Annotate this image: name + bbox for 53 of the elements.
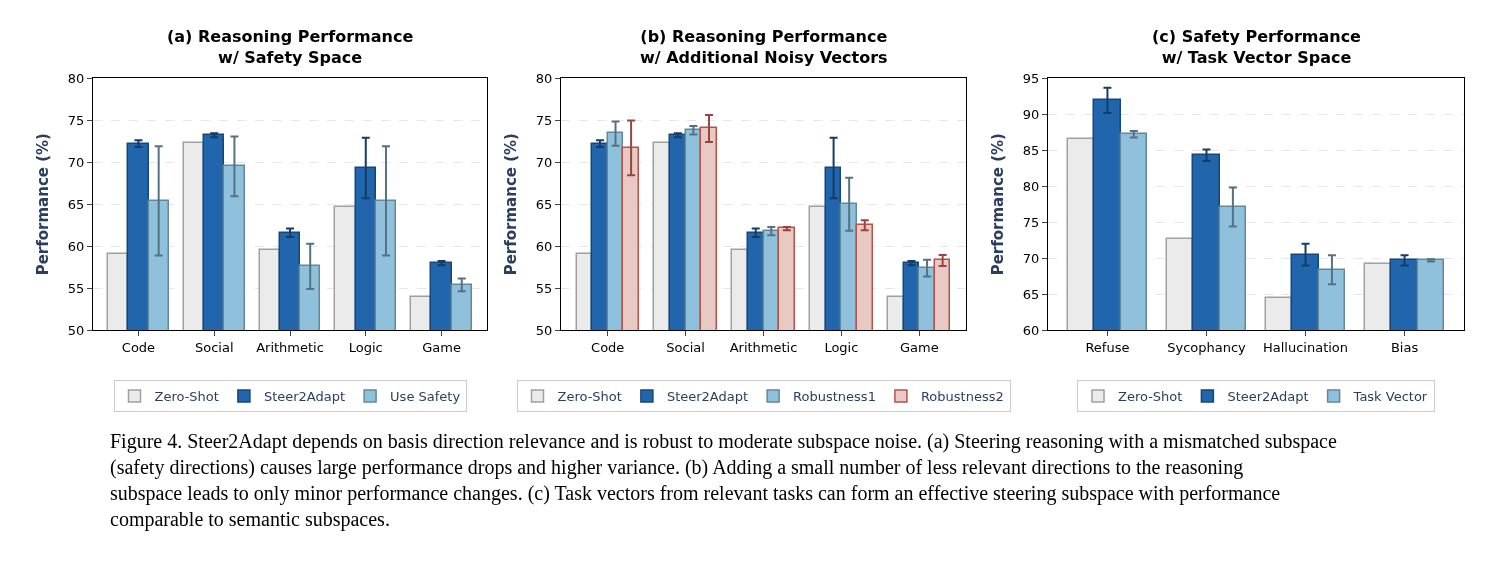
legend-label: Robustness1 — [793, 388, 876, 404]
y-tick-label: 60 — [535, 238, 553, 254]
legend-label: Zero-Shot — [154, 388, 219, 404]
y-axis-title: Performance (%) — [502, 133, 521, 276]
legend-label: Robustness2 — [920, 388, 1004, 404]
y-tick-label: 95 — [1022, 70, 1040, 86]
x-tick-label: Sycophancy — [1167, 339, 1247, 355]
x-tick-label: Game — [899, 339, 939, 355]
y-tick-label: 60 — [1022, 322, 1040, 338]
caption: Figure 4. Steer2Adapt depends on basis direction relevance and is robust to moderate subspace noise. (a) Steering reasoning with a mismatched subspace (safety directions) causes large performance drops and higher variance. (b) Adding a small number of less relevant directions to the reasoning subspace leads to only minor performance changes. (c) Task vectors from relevant tasks can form an effective steering subspace with performance comparable to semantic subspaces. — [110, 430, 1337, 531]
x-tick-label: Refuse — [1085, 339, 1130, 355]
y-tick-label: 60 — [67, 238, 85, 254]
y-tick-label: 75 — [1022, 214, 1040, 230]
y-tick-label: 65 — [535, 196, 553, 212]
x-tick-label: Arithmetic — [256, 339, 324, 355]
series-label: Zero-Shot — [557, 388, 622, 404]
x-tick-label: Social — [666, 339, 705, 355]
x-tick-label: Bias — [1390, 339, 1419, 355]
x-tick-label: Code — [121, 339, 156, 355]
legend-label: Steer2Adapt — [1227, 388, 1309, 404]
chart-title: (a) Reasoning Performance w/ Safety Space — [167, 27, 414, 67]
y-tick-label: 70 — [1022, 250, 1040, 266]
x-tick-label: Social — [194, 339, 234, 355]
legend-label: Task Vector — [1352, 388, 1428, 404]
y-tick-label: 65 — [1022, 286, 1040, 302]
y-tick-label: 80 — [67, 70, 85, 86]
y-axis-title: Performance (%) — [989, 133, 1008, 276]
y-tick-label: 75 — [535, 112, 553, 128]
y-tick-label: 90 — [1022, 106, 1040, 122]
x-tick-label: Code — [591, 339, 625, 355]
x-tick-label: Game — [422, 339, 461, 355]
x-tick-label: Logic — [348, 339, 383, 355]
y-axis-title: Performance (%) — [34, 133, 53, 276]
y-tick-label: 70 — [535, 154, 553, 170]
y-tick-label: 55 — [535, 280, 553, 296]
legend-label: Zero-Shot — [1118, 388, 1183, 404]
y-tick-label: 80 — [1022, 178, 1040, 194]
y-tick-label: 70 — [67, 154, 85, 170]
legend-label: Use Safety — [390, 388, 461, 404]
y-tick-label: 80 — [535, 70, 553, 86]
chart-title: (b) Reasoning Performance w/ Additional Noisy Vectors — [640, 27, 888, 67]
y-tick-label: 55 — [67, 280, 85, 296]
legend-label: Steer2Adapt — [263, 388, 346, 404]
x-tick-label: Logic — [824, 339, 859, 355]
legend-label: Steer2Adapt — [666, 388, 749, 404]
chart-title: (c) Safety Performance w/ Task Vector Space — [1152, 27, 1362, 67]
y-tick-label: 85 — [1022, 142, 1040, 158]
y-tick-label: 50 — [535, 322, 553, 338]
y-tick-label: 50 — [67, 322, 85, 338]
y-tick-label: 75 — [67, 112, 85, 128]
y-tick-label: 65 — [67, 196, 85, 212]
x-tick-label: Hallucination — [1262, 339, 1349, 355]
x-tick-label: Arithmetic — [729, 339, 798, 355]
